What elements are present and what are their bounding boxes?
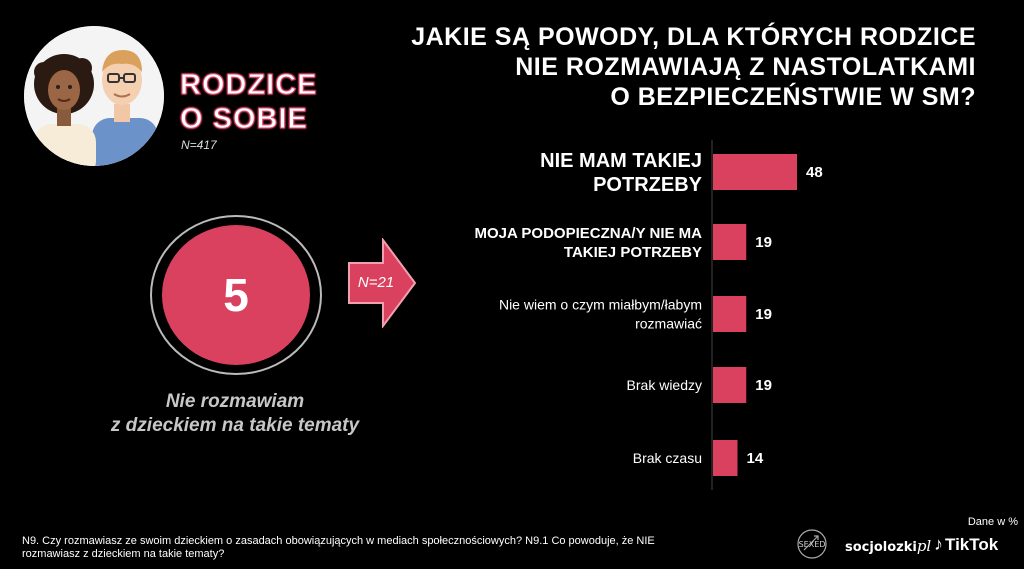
chart-value-label: 14 [747, 450, 764, 467]
socjolozki-logo-suffix: pl [916, 537, 932, 555]
chart-category-label: Brak czasu [633, 450, 702, 466]
brand-sample-size: N=417 [181, 138, 217, 152]
chart-category-label: NIE MAM TAKIEJ POTRZEBY [540, 150, 703, 196]
parents-avatar [24, 26, 164, 166]
brand-title-line2: O SOBIE [180, 103, 308, 136]
question-footnote-line2: rozmawiasz z dzieckiem na takie tematy? [22, 548, 225, 560]
highlight-circle-ring [150, 215, 322, 375]
socjolozki-logo: socjolozkipl [845, 537, 931, 555]
chart-value-label: 48 [806, 164, 823, 181]
sexed-logo-text: SEXED [799, 540, 826, 549]
parents-illustration [24, 26, 164, 166]
page-title-line1: JAKIE SĄ POWODY, DLA KTÓRYCH RODZICE [411, 23, 976, 51]
arrow-right-icon [348, 238, 417, 328]
chart-category-label-line: Brak czasu [633, 450, 702, 466]
socjolozki-logo-text: socjolozki [845, 540, 917, 555]
highlight-caption: Nie rozmawiam z dzieckiem na takie temat… [60, 390, 410, 438]
highlight-circle: 5 [162, 225, 310, 365]
chart-bar [713, 224, 747, 260]
chart-category-label: Nie wiem o czym miałbym/łabym rozmawiać [499, 296, 702, 331]
chart-category-label-line: rozmawiać [635, 315, 702, 331]
chart-bar [713, 296, 747, 332]
page-title-line2: NIE ROZMAWIAJĄ Z NASTOLATKAMI [515, 53, 976, 81]
arrow-sample-size: N=21 [357, 274, 395, 291]
brand-title-line1: RODZICE [180, 69, 318, 102]
tiktok-logo-text: TikTok [945, 535, 999, 554]
chart-bar [713, 440, 738, 476]
data-unit-note: Dane w % [967, 516, 1018, 528]
chart-category-label-line: MOJA PODOPIECZNA/Y NIE MA [474, 225, 702, 242]
highlight-caption-line1: Nie rozmawiam [165, 391, 305, 412]
highlight-value: 5 [223, 269, 249, 321]
chart-category-label: MOJA PODOPIECZNA/Y NIE MA TAKIEJ POTRZEBY [474, 225, 702, 261]
chart-category-label-line: Brak wiedzy [627, 377, 702, 393]
chart-value-label: 19 [755, 306, 772, 323]
page-title-line3: O BEZPIECZEŃSTWIE W SM? [610, 83, 976, 111]
chart-bar [713, 154, 797, 190]
chart-value-label: 19 [755, 377, 772, 394]
page-title: JAKIE SĄ POWODY, DLA KTÓRYCH RODZICE NIE… [356, 22, 976, 112]
sexed-logo: SEXED [797, 529, 827, 559]
chart-value-label: 19 [755, 234, 772, 251]
question-footnote-line1: N9. Czy rozmawiasz ze swoim dzieckiem o … [22, 535, 655, 547]
chart-category-label-line: POTRZEBY [593, 174, 703, 196]
reasons-bar-chart: 48 NIE MAM TAKIEJ POTRZEBY 19 MOJA PODOPIECZ… [474, 140, 823, 490]
music-note-icon: ♪ [934, 534, 943, 554]
question-footnote: N9. Czy rozmawiasz ze swoim dzieckiem o … [22, 535, 722, 561]
chart-category-label-line: TAKIEJ POTRZEBY [564, 244, 702, 261]
highlight-caption-line2: z dzieckiem na takie tematy [110, 415, 360, 436]
chart-category-label-line: Nie wiem o czym miałbym/łabym [499, 296, 702, 312]
chart-category-label-line: NIE MAM TAKIEJ [540, 150, 702, 172]
brand-title: RODZICE O SOBIE [180, 68, 318, 136]
tiktok-logo: ♪ TikTok [934, 534, 998, 555]
chart-bar [713, 367, 747, 403]
chart-category-label: Brak wiedzy [627, 377, 702, 393]
